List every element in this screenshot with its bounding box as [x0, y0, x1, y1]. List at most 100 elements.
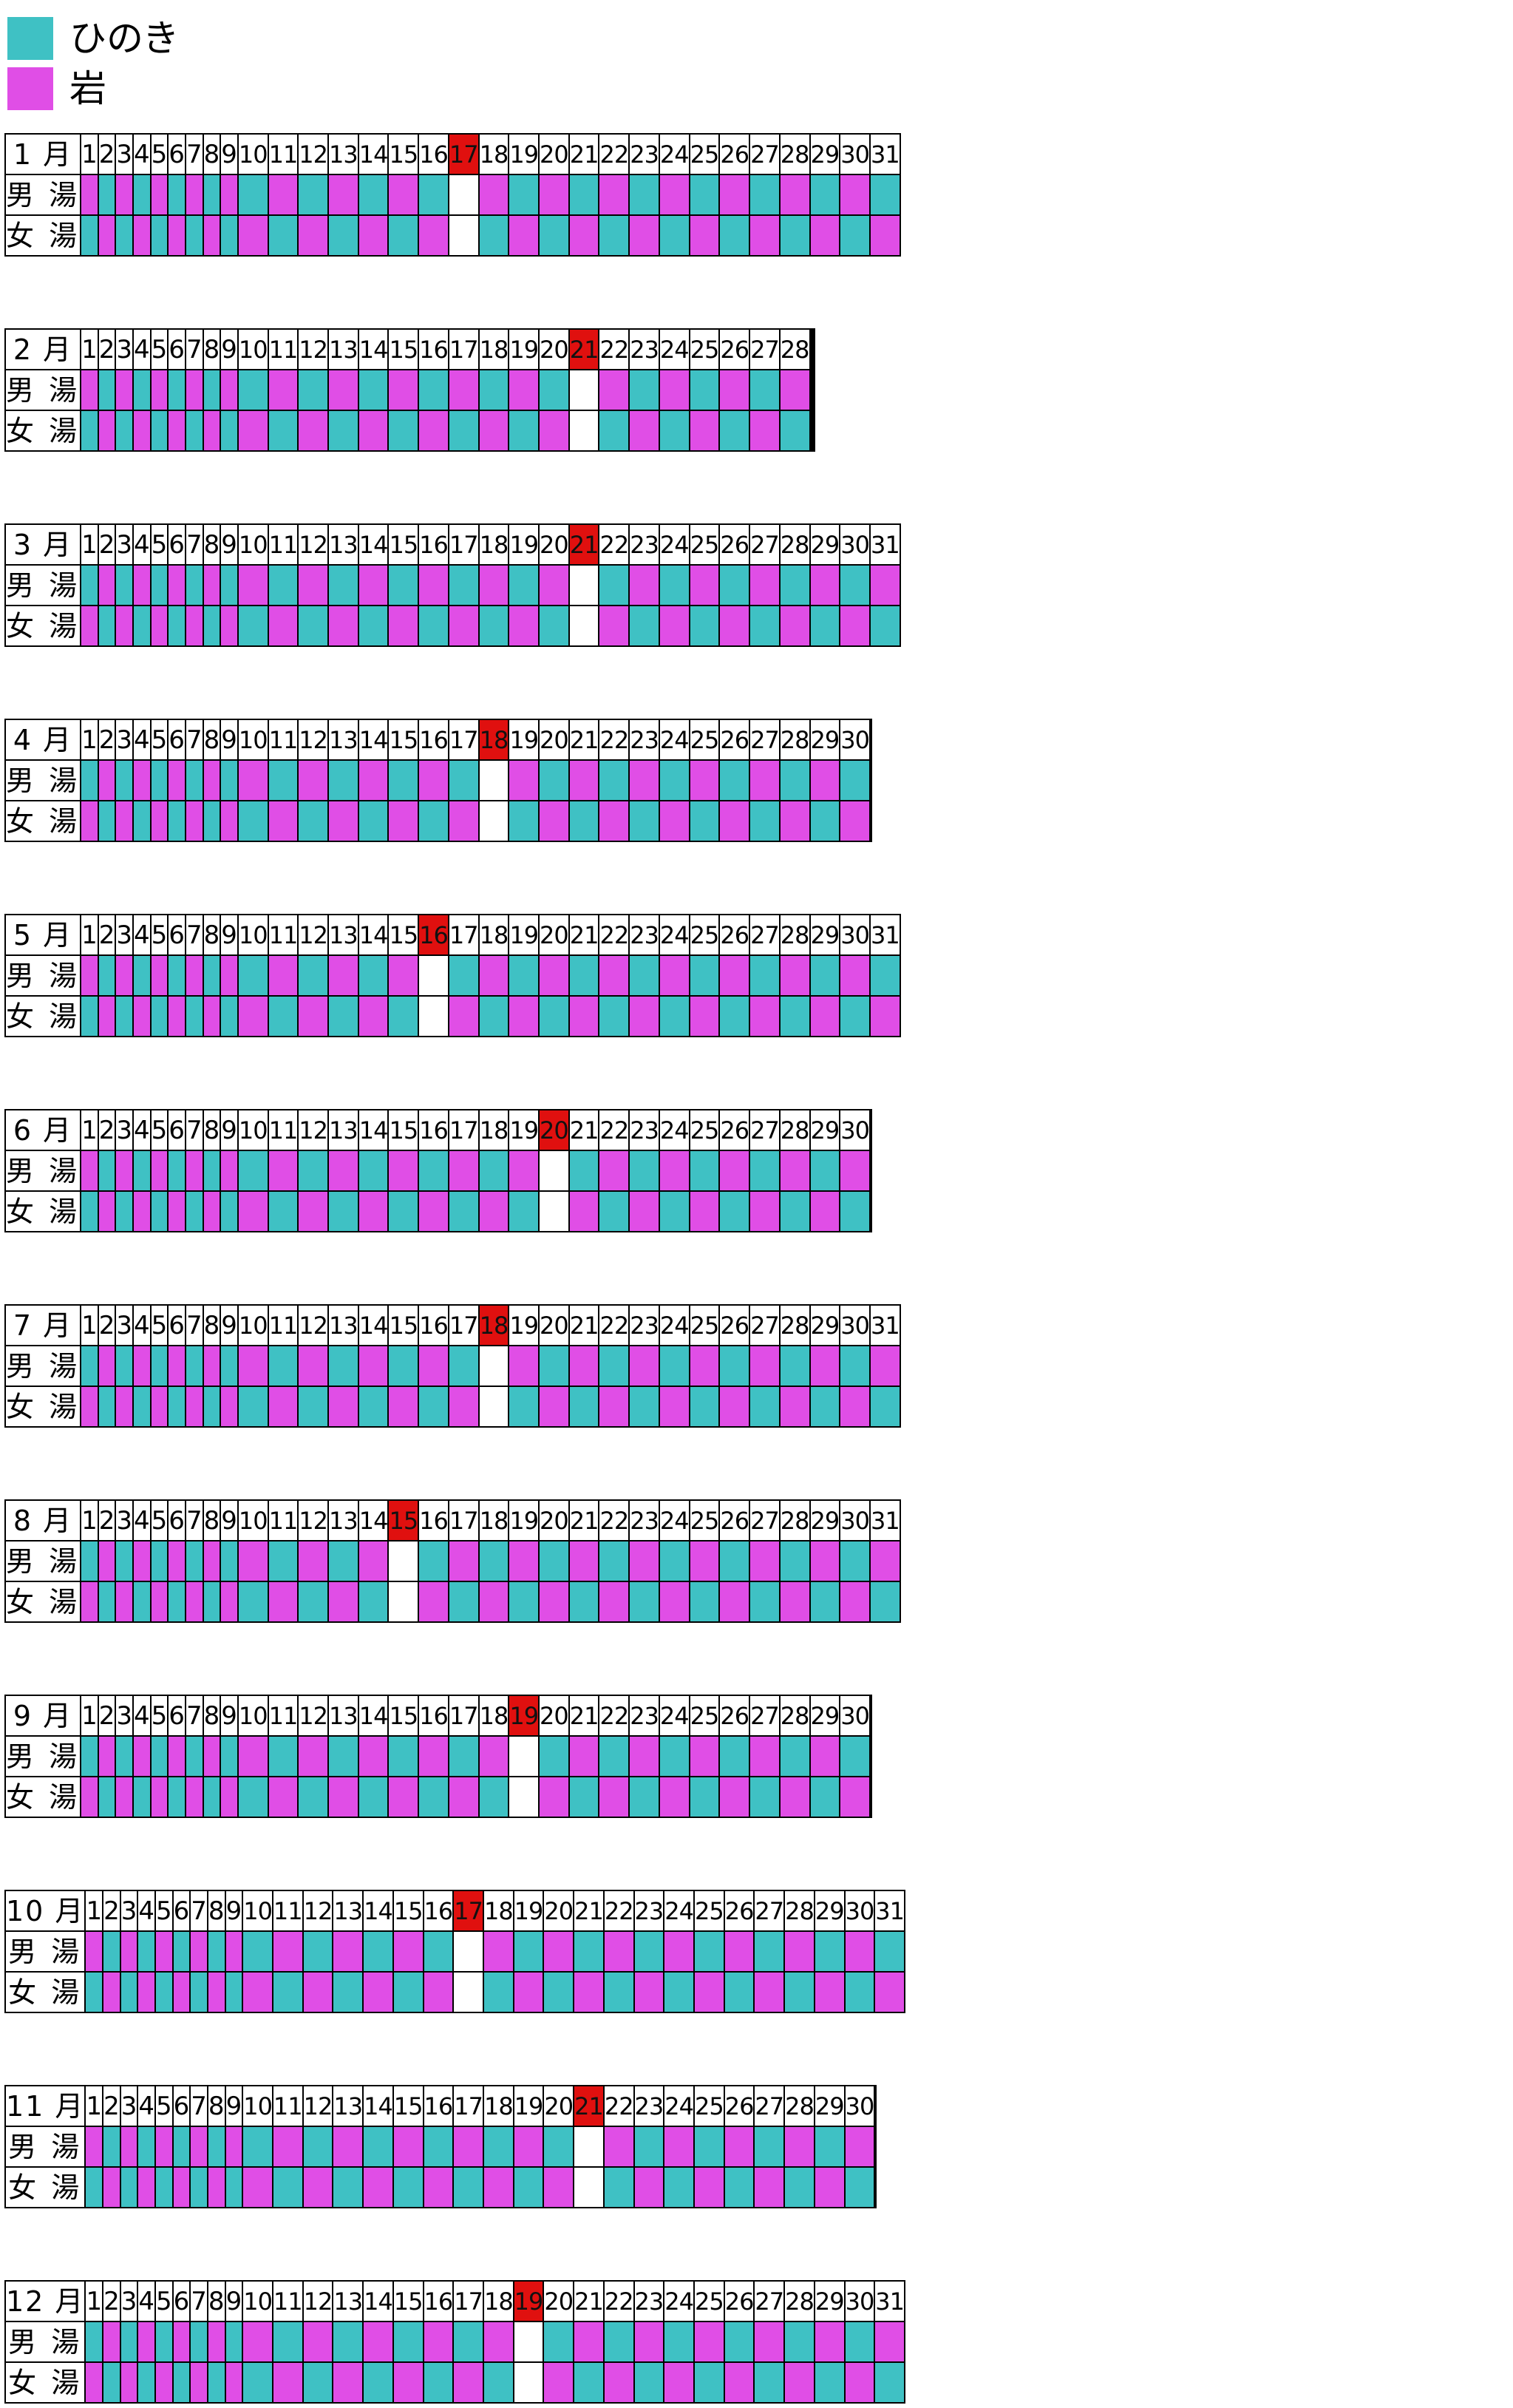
- day-number: 19: [508, 914, 540, 956]
- day-number: 2: [97, 1499, 117, 1542]
- iwa-bath-cell: [663, 2126, 695, 2168]
- legend: ひのき 岩: [7, 16, 180, 117]
- day-number: 17: [447, 1109, 480, 1151]
- hinoki-bath-cell: [452, 2166, 484, 2208]
- iwa-bath-cell: [80, 1150, 99, 1192]
- day-number: 17: [447, 1499, 480, 1542]
- iwa-bath-cell: [357, 1735, 390, 1777]
- iwa-bath-cell: [809, 1190, 841, 1232]
- iwa-bath-cell: [778, 800, 811, 842]
- hinoki-bath-cell: [387, 759, 420, 801]
- iwa-bath-cell: [839, 1386, 871, 1428]
- iwa-bath-cell: [813, 2321, 846, 2363]
- empty-day-cell: [809, 410, 812, 452]
- iwa-bath-cell: [477, 1735, 510, 1777]
- day-number: 8: [202, 1304, 222, 1346]
- day-number: 4: [132, 328, 152, 370]
- iwa-bath-cell: [422, 2321, 455, 2363]
- iwa-bath-cell: [723, 2361, 755, 2404]
- legend-item-iwa: 岩: [7, 67, 180, 111]
- iwa-bath-cell: [167, 1190, 186, 1232]
- day-number: 24: [658, 1304, 690, 1346]
- men-bath-row: 男 湯: [4, 369, 815, 411]
- hinoki-bath-cell: [598, 564, 630, 606]
- iwa-bath-cell: [167, 410, 186, 452]
- hinoki-bath-cell: [80, 1345, 99, 1387]
- iwa-bath-cell: [843, 1930, 876, 1973]
- day-number: 12: [302, 2085, 334, 2127]
- iwa-bath-cell: [387, 1776, 420, 1818]
- women-bath-row: 女 湯: [4, 214, 901, 257]
- month-header-row: 2 月 1 2 3 4 5 6 7 8 9 10 11 12 13 14 15 16 17 18 19 20 21 22 23…: [4, 328, 815, 370]
- month-table: 9 月 1 2 3 4 5 6 7 8 9 10 11 12 13 14 15 16 17 18 19 20 21 22 23…: [4, 1695, 872, 1818]
- hinoki-bath-cell: [568, 1581, 600, 1623]
- iwa-bath-cell: [102, 2166, 121, 2208]
- hinoki-bath-cell: [149, 564, 169, 606]
- hinoki-bath-cell: [115, 564, 135, 606]
- day-number: 6: [167, 719, 186, 761]
- women-bath-row: 女 湯: [4, 1581, 901, 1623]
- empty-day-cell: [810, 328, 814, 370]
- day-number: 19: [512, 1890, 545, 1932]
- day-number: 12: [297, 1304, 330, 1346]
- iwa-bath-cell: [839, 605, 871, 647]
- iwa-bath-cell: [843, 2361, 876, 2404]
- month-header-row: 7 月 1 2 3 4 5 6 7 8 9 10 11 12 13 14 15 16 17 18 19 20 21 22 23…: [4, 1304, 901, 1346]
- day-number: 13: [327, 914, 359, 956]
- iwa-bath-cell: [154, 2126, 174, 2168]
- hinoki-bath-cell: [84, 1971, 104, 2013]
- iwa-bath-cell: [482, 1930, 514, 1973]
- day-number: 26: [723, 2280, 755, 2322]
- hinoki-bath-cell: [538, 759, 570, 801]
- hinoki-bath-cell: [843, 2166, 876, 2208]
- hinoki-bath-cell: [874, 2361, 906, 2404]
- empty-day-cell: [812, 410, 815, 452]
- day-number: 10: [237, 1304, 269, 1346]
- iwa-bath-cell: [167, 214, 186, 257]
- iwa-bath-cell: [97, 1190, 117, 1232]
- day-number: 23: [628, 1695, 660, 1737]
- empty-day-cell: [810, 369, 814, 411]
- day-number: 31: [868, 133, 901, 175]
- hinoki-bath-cell: [422, 2361, 455, 2404]
- hinoki-bath-cell: [149, 1540, 169, 1582]
- month-label: 5 月: [4, 914, 82, 956]
- iwa-bath-cell: [220, 605, 239, 647]
- day-number: 11: [267, 328, 299, 370]
- closed-day-number: 17: [452, 1890, 484, 1932]
- day-number: 4: [137, 2085, 156, 2127]
- iwa-bath-cell: [868, 214, 901, 257]
- iwa-bath-cell: [154, 1930, 174, 1973]
- iwa-bath-cell: [332, 2361, 364, 2404]
- iwa-bath-cell: [97, 410, 117, 452]
- day-number: 6: [171, 2085, 191, 2127]
- day-number: 29: [809, 719, 841, 761]
- empty-day-cell: [874, 2085, 877, 2127]
- hinoki-bath-cell: [508, 800, 540, 842]
- hinoki-bath-cell: [97, 1776, 117, 1818]
- hinoki-bath-cell: [171, 2126, 191, 2168]
- hinoki-bath-cell: [868, 174, 901, 216]
- day-number: 2: [97, 1695, 117, 1737]
- day-number: 2: [97, 133, 117, 175]
- hinoki-bath-cell: [418, 1776, 449, 1818]
- iwa-bath-cell: [447, 995, 480, 1037]
- hinoki-bath-cell: [658, 410, 690, 452]
- hinoki-bath-cell: [543, 2321, 575, 2363]
- day-number: 31: [874, 1890, 906, 1932]
- iwa-bath-cell: [452, 2126, 484, 2168]
- hinoki-bath-cell: [418, 174, 449, 216]
- hinoki-bath-cell: [327, 1735, 359, 1777]
- hinoki-bath-cell: [602, 2321, 635, 2363]
- day-number: 18: [477, 133, 510, 175]
- iwa-bath-cell: [149, 800, 169, 842]
- day-number: 29: [809, 1499, 841, 1542]
- iwa-bath-cell: [718, 1581, 751, 1623]
- hinoki-bath-cell: [422, 1930, 455, 1973]
- month-header-row: 9 月 1 2 3 4 5 6 7 8 9 10 11 12 13 14 15 16 17 18 19 20 21 22 23…: [4, 1695, 872, 1737]
- iwa-bath-cell: [387, 954, 420, 997]
- hinoki-bath-cell: [80, 410, 99, 452]
- iwa-bath-cell: [809, 1345, 841, 1387]
- day-number: 7: [184, 914, 204, 956]
- hinoki-bath-cell: [749, 1150, 781, 1192]
